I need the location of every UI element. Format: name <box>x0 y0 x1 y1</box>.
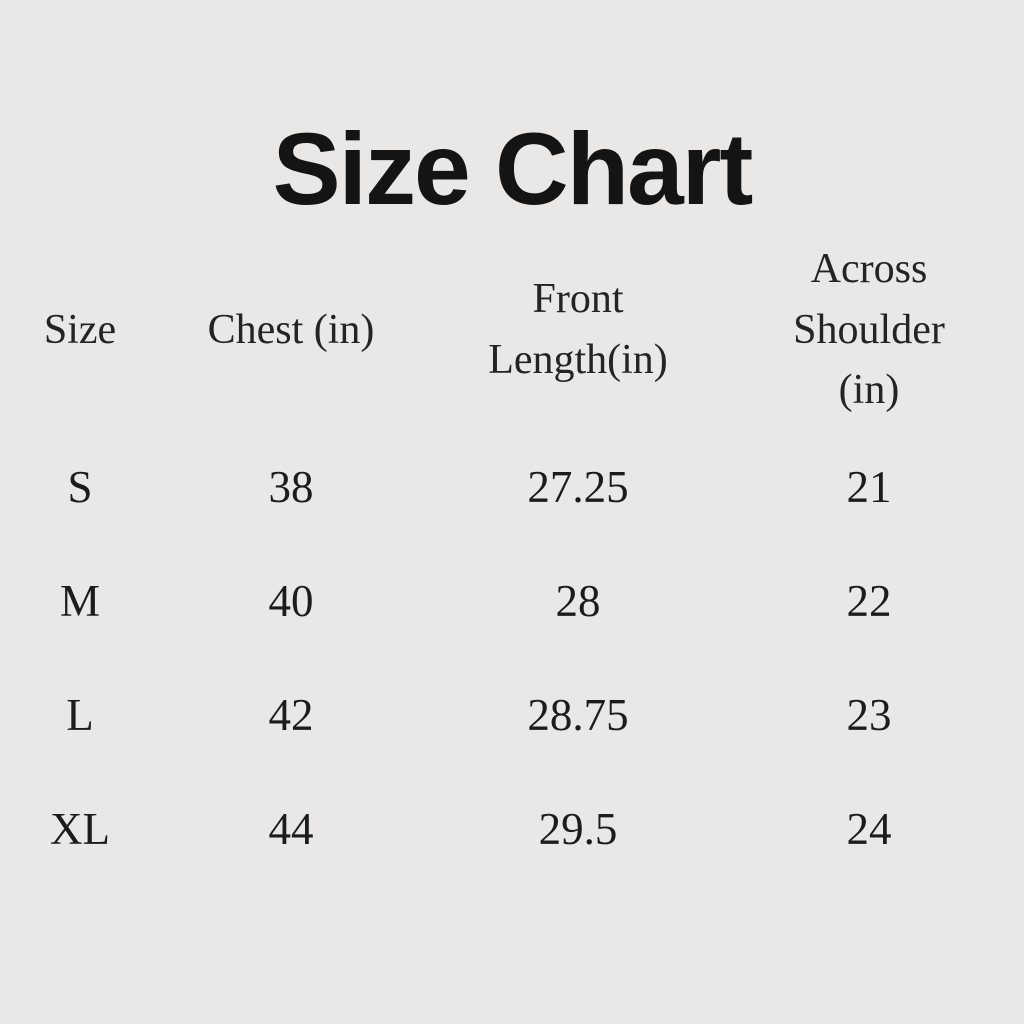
row-m-size-cell: M <box>0 544 160 658</box>
row-l-front-length-value: 28.75 <box>527 689 629 740</box>
row-l-chest-cell: 42 <box>160 658 422 772</box>
column-header-size: Size <box>0 230 160 430</box>
row-l-across-shoulder-cell: 23 <box>734 658 1004 772</box>
column-header-across-shoulder-label: Across Shoulder (in) <box>793 245 945 414</box>
row-m-front-length-cell: 28 <box>422 544 734 658</box>
column-header-chest: Chest (in) <box>160 230 422 430</box>
row-s-across-shoulder-cell: 21 <box>734 430 1004 544</box>
row-s-across-shoulder-value: 21 <box>846 461 892 512</box>
row-l-across-shoulder-value: 23 <box>846 689 892 740</box>
row-s-chest-value: 38 <box>268 461 314 512</box>
row-m-across-shoulder-value: 22 <box>846 575 892 626</box>
row-s-size-cell: S <box>0 430 160 544</box>
column-header-chest-label: Chest (in) <box>207 306 375 353</box>
row-l-front-length-cell: 28.75 <box>422 658 734 772</box>
row-m-size-value: M <box>59 575 100 626</box>
row-xl-front-length-cell: 29.5 <box>422 772 734 886</box>
row-m-across-shoulder-cell: 22 <box>734 544 1004 658</box>
row-xl-size-cell: XL <box>0 772 160 886</box>
column-header-across-shoulder: Across Shoulder (in) <box>734 230 1004 430</box>
page-title: Size Chart <box>272 112 754 227</box>
column-header-front-length: Front Length(in) <box>422 230 734 430</box>
size-chart-table: Size Chest (in) Front Length(in) Across … <box>0 230 1024 886</box>
row-l-size-value: L <box>66 689 94 740</box>
column-header-front-length-label: Front Length(in) <box>488 276 668 383</box>
row-xl-across-shoulder-value: 24 <box>846 803 892 854</box>
row-m-chest-cell: 40 <box>160 544 422 658</box>
row-xl-chest-cell: 44 <box>160 772 422 886</box>
row-xl-chest-value: 44 <box>268 803 314 854</box>
row-m-front-length-value: 28 <box>555 575 601 626</box>
row-l-size-cell: L <box>0 658 160 772</box>
row-xl-front-length-value: 29.5 <box>538 803 618 854</box>
row-l-chest-value: 42 <box>268 689 314 740</box>
row-xl-size-value: XL <box>50 803 110 854</box>
row-s-front-length-cell: 27.25 <box>422 430 734 544</box>
row-s-size-value: S <box>67 461 93 512</box>
row-m-chest-value: 40 <box>268 575 314 626</box>
column-header-size-label: Size <box>43 306 117 353</box>
row-s-front-length-value: 27.25 <box>527 461 629 512</box>
row-xl-across-shoulder-cell: 24 <box>734 772 1004 886</box>
row-s-chest-cell: 38 <box>160 430 422 544</box>
